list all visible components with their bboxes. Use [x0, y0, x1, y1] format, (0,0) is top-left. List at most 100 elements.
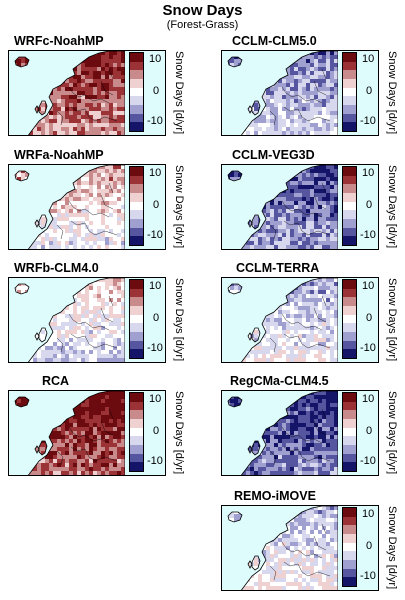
- colorbar-swatch: [130, 462, 143, 472]
- colorbar-tick-label: 10: [149, 167, 162, 179]
- colorbar-swatch: [343, 113, 356, 123]
- colorbar-swatch: [343, 419, 356, 428]
- colorbar-swatch: [343, 314, 356, 324]
- coastline: [251, 327, 261, 343]
- colorbar-swatch: [343, 306, 356, 315]
- colorbar: [342, 52, 357, 132]
- land-field: [15, 51, 125, 135]
- colorbar-tick-label: 10: [362, 53, 375, 65]
- colorbar-swatch: [343, 227, 356, 237]
- panel-title-remo-imove: REMO-iMOVE: [234, 489, 316, 503]
- colorbar-swatch: [130, 349, 143, 359]
- coastline: [227, 283, 243, 295]
- colorbar-swatch: [343, 219, 356, 228]
- colorbar-swatch: [343, 61, 356, 71]
- colorbar-swatch: [343, 393, 356, 402]
- colorbar-swatch: [130, 175, 143, 185]
- country-borders: [269, 408, 331, 466]
- coastline: [28, 51, 125, 135]
- coastline: [251, 214, 261, 230]
- coastline: [28, 391, 125, 475]
- colorbar-tick-label: 0: [153, 85, 160, 97]
- colorbar-tick-label: 10: [362, 167, 375, 179]
- colorbar-swatch: [130, 288, 143, 298]
- colorbar-swatch: [130, 427, 143, 437]
- colorbar-swatch: [343, 122, 356, 132]
- colorbar-tick-label: 10: [362, 508, 375, 520]
- colorbar-swatch: [343, 210, 356, 220]
- coastline: [247, 332, 253, 341]
- panel-title-rca: RCA: [42, 374, 70, 388]
- country-borders: [269, 68, 331, 126]
- panel-title-cclm-veg3d: CCLM-VEG3D: [232, 148, 315, 162]
- colorbar-tick-label: -10: [360, 229, 376, 241]
- coastline: [38, 440, 48, 456]
- colorbar-label: Snow Days [d/yr]: [386, 506, 398, 590]
- colorbar-swatch: [343, 525, 356, 535]
- colorbar-swatch: [130, 236, 143, 246]
- colorbar-swatch: [130, 393, 143, 402]
- colorbar-swatch: [343, 427, 356, 437]
- colorbar-swatch: [343, 53, 356, 62]
- colorbar-swatch: [343, 193, 356, 202]
- colorbar-swatch: [343, 280, 356, 289]
- colorbar-swatch: [343, 332, 356, 341]
- colorbar-swatch: [130, 79, 143, 88]
- colorbar-label: Snow Days [d/yr]: [386, 51, 398, 135]
- coastline: [241, 278, 338, 362]
- colorbar-swatch: [130, 280, 143, 289]
- panel-title-cclm-clm5-0: CCLM-CLM5.0: [232, 34, 317, 48]
- panel-title-wrfa-noahmp: WRFa-NoahMP: [14, 148, 104, 162]
- land-field: [228, 165, 338, 249]
- colorbar-label: Snow Days [d/yr]: [173, 391, 185, 475]
- panel-title-wrfb-clm4-0: WRFb-CLM4.0: [14, 261, 99, 275]
- coastline: [251, 100, 261, 116]
- colorbar-swatch: [130, 453, 143, 463]
- coastline: [227, 56, 243, 68]
- country-borders: [56, 408, 118, 466]
- colorbar: [342, 507, 357, 587]
- colorbar-swatch: [130, 323, 143, 333]
- colorbar: [342, 392, 357, 472]
- colorbar-swatch: [343, 534, 356, 543]
- colorbar-tick-label: 0: [153, 312, 160, 324]
- colorbar-swatch: [343, 577, 356, 587]
- coastline: [247, 445, 253, 454]
- coastline: [247, 219, 253, 228]
- coastline: [38, 214, 48, 230]
- colorbar-swatch: [130, 122, 143, 132]
- colorbar: [129, 52, 144, 132]
- colorbar-swatch: [343, 175, 356, 185]
- colorbar: [129, 166, 144, 246]
- colorbar-swatch: [130, 210, 143, 220]
- colorbar-swatch: [343, 201, 356, 211]
- colorbar-tick-label: -10: [360, 570, 376, 582]
- colorbar-swatch: [343, 542, 356, 552]
- colorbar-tick-label: -10: [147, 229, 163, 241]
- coastline: [227, 170, 243, 182]
- colorbar-label: Snow Days [d/yr]: [173, 278, 185, 362]
- colorbar-swatch: [130, 340, 143, 350]
- colorbar-swatch: [343, 560, 356, 569]
- country-borders: [56, 295, 118, 353]
- colorbar-swatch: [130, 61, 143, 71]
- colorbar-tick-label: 10: [362, 280, 375, 292]
- colorbar-label: Snow Days [d/yr]: [386, 165, 398, 249]
- coastline: [34, 219, 40, 228]
- coastline: [34, 445, 40, 454]
- colorbar-swatch: [343, 453, 356, 463]
- colorbar-tick-label: 0: [366, 425, 373, 437]
- colorbar-label: Snow Days [d/yr]: [173, 165, 185, 249]
- colorbar-tick-label: 0: [153, 199, 160, 211]
- figure-title: Snow Days: [162, 2, 243, 19]
- colorbar-swatch: [343, 349, 356, 359]
- colorbar-swatch: [343, 105, 356, 114]
- colorbar-swatch: [130, 306, 143, 315]
- coastline: [247, 105, 253, 114]
- colorbar-tick-label: 0: [366, 85, 373, 97]
- colorbar-swatch: [343, 288, 356, 298]
- land-field: [228, 391, 338, 475]
- colorbar-tick-label: 10: [149, 393, 162, 405]
- colorbar-swatch: [130, 184, 143, 194]
- colorbar-tick-label: 0: [366, 540, 373, 552]
